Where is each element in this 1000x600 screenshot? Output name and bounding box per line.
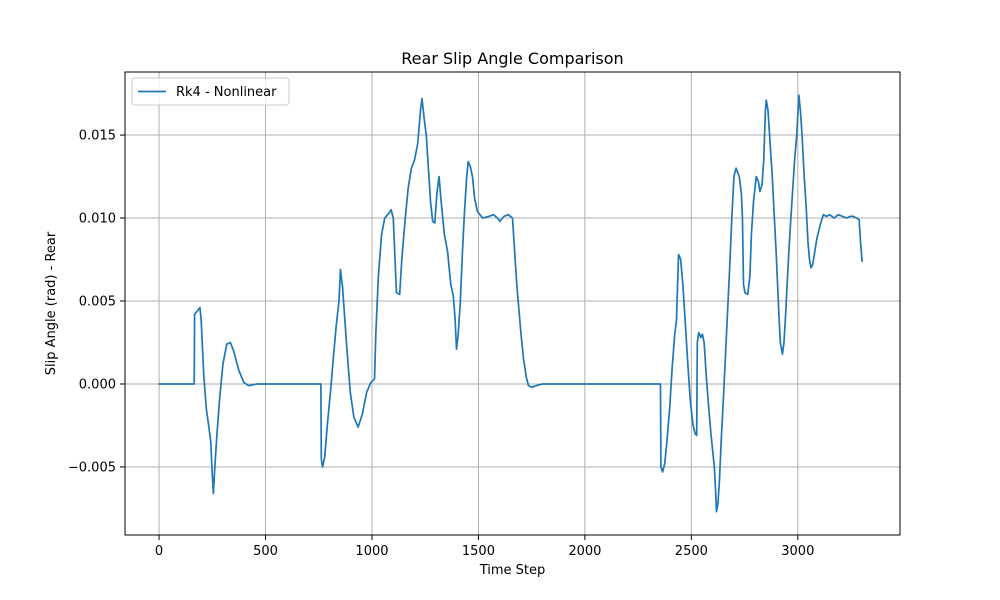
plot-frame: [124, 71, 901, 536]
legend-box: [131, 77, 290, 106]
x-tick-label: 2000: [568, 544, 601, 559]
x-tick-label: 1500: [462, 544, 495, 559]
x-axis-label: Time Step: [479, 563, 546, 578]
y-tick-label: 0.010: [79, 212, 116, 227]
y-tick-label: 0.000: [79, 377, 116, 392]
y-tick-label: 0.005: [79, 295, 116, 310]
x-axis-ticks: 0 500 1000 1500 2000 2500 3000: [155, 535, 814, 559]
x-tick-label: 1000: [355, 544, 388, 559]
y-axis-label: Slip Angle (rad) - Rear: [44, 231, 59, 375]
legend-label-rk4-nonlinear: Rk4 - Nonlinear: [176, 85, 277, 100]
legend: Rk4 - Nonlinear: [131, 77, 290, 106]
y-axis-ticks: −0.005 0.000 0.005 0.010 0.015: [68, 129, 125, 475]
x-tick-label: 500: [253, 544, 278, 559]
y-tick-label: 0.015: [79, 129, 116, 144]
chart-title: Rear Slip Angle Comparison: [401, 49, 623, 68]
series-layer: [158, 94, 863, 513]
x-tick-label: 0: [155, 544, 163, 559]
x-tick-label: 3000: [781, 544, 814, 559]
series-line-rk4-nonlinear: [158, 94, 863, 513]
x-tick-label: 2500: [675, 544, 708, 559]
y-tick-label: −0.005: [68, 460, 116, 475]
